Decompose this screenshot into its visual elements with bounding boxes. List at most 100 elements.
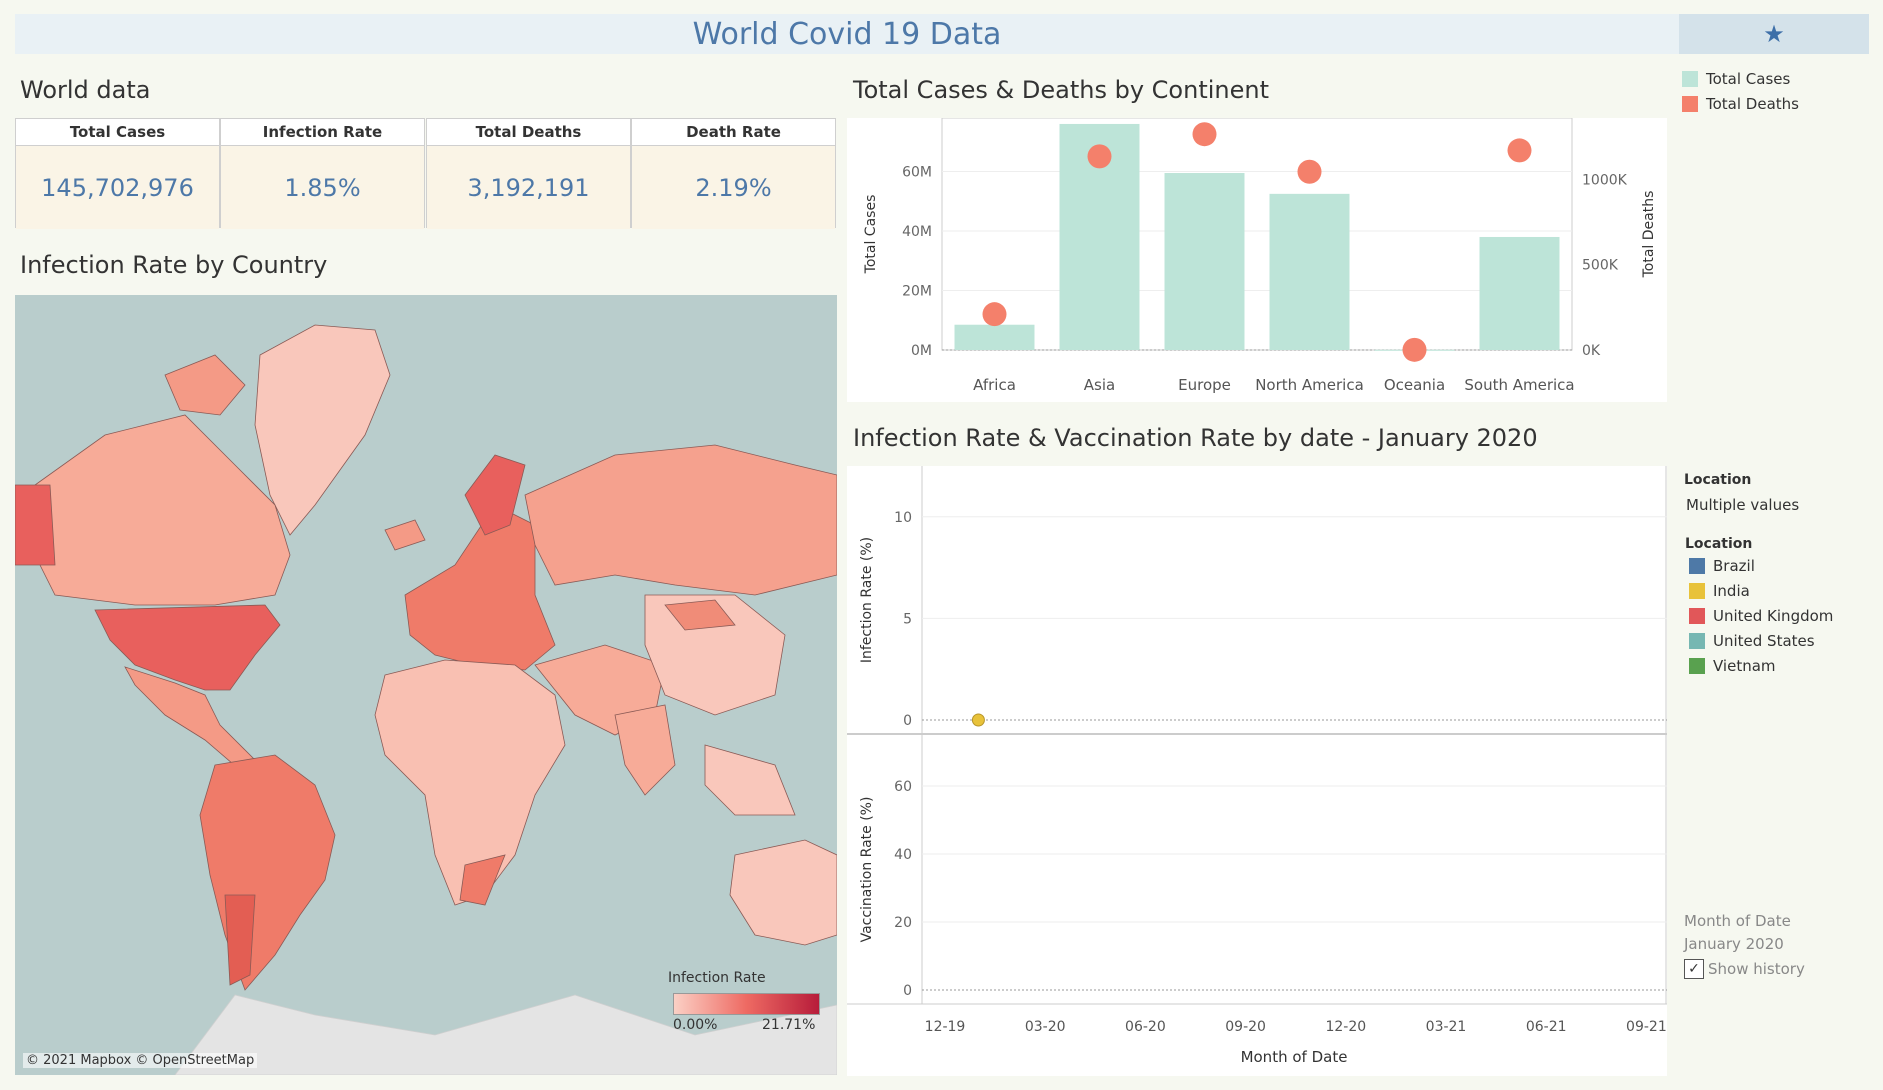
y-tick-label: 60 <box>894 779 912 795</box>
legend-label: Brazil <box>1713 556 1755 575</box>
kpi-label: Infection Rate <box>221 119 424 146</box>
legend-swatch <box>1689 607 1705 624</box>
world-map-svg <box>15 324 837 1075</box>
continent-chart[interactable]: 0M 20M 40M 60M 0K 500K 1000K Total Cases Total D… <box>847 117 1667 402</box>
kpi-label: Death Rate <box>632 119 835 146</box>
legend-item-total-cases[interactable]: Total Cases <box>1682 66 1799 91</box>
kpi-total-deaths: Total Deaths 3,192,191 <box>426 118 631 229</box>
kpi-value: 2.19% <box>632 146 835 229</box>
africa-shape <box>374 659 566 906</box>
legend-swatch <box>1689 657 1705 674</box>
rate-chart-title: Infection Rate & Vaccination Rate by dat… <box>853 424 1538 452</box>
dot-total-deaths <box>1087 144 1112 169</box>
y-tick-label: 20 <box>894 915 912 931</box>
y-axis-label: Total Cases <box>863 195 879 275</box>
kpi-total-cases: Total Cases 145,702,976 <box>15 118 220 229</box>
legend-item-total-deaths[interactable]: Total Deaths <box>1682 91 1799 116</box>
map-attribution[interactable]: © 2021 Mapbox © OpenStreetMap <box>23 1053 258 1068</box>
y-right-tick-label: 0K <box>1582 343 1601 359</box>
date-control-label: Month of Date <box>1684 912 1791 930</box>
bar-total-cases <box>1269 193 1350 350</box>
star-icon: ★ <box>1763 20 1785 48</box>
infection-rate-map[interactable]: © 2021 Mapbox © OpenStreetMap Infection … <box>15 295 837 1075</box>
antarctica-shape <box>174 994 837 1075</box>
show-history-toggle[interactable]: ✓ Show history <box>1684 959 1805 979</box>
y-right-tick-label: 1000K <box>1582 172 1628 188</box>
rate-chart-svg: 0 5 10 Infection Rate (%) 0 20 40 60 Vaccination… <box>847 466 1667 1066</box>
australia-shape <box>729 839 837 946</box>
x-tick-label: Africa <box>973 376 1016 394</box>
iceland-shape <box>384 519 426 551</box>
argentina-shape <box>224 894 256 986</box>
dot-total-deaths <box>1192 122 1217 147</box>
x-tick-label: 12-20 <box>1325 1019 1366 1035</box>
dashboard-title: World Covid 19 Data <box>692 16 1002 52</box>
legend-item-brazil[interactable]: Brazil <box>1689 553 1833 578</box>
y-tick-label: 40M <box>902 224 932 240</box>
legend-item-united-kingdom[interactable]: United Kingdom <box>1689 603 1833 628</box>
point-india <box>971 713 985 727</box>
arctic-islands-shape <box>164 354 246 416</box>
x-tick-label: 06-21 <box>1526 1019 1567 1035</box>
location-filter-value[interactable]: Multiple values <box>1686 496 1800 514</box>
bar-total-cases <box>954 324 1035 350</box>
legend-item-vietnam[interactable]: Vietnam <box>1689 653 1833 678</box>
legend-label: India <box>1713 581 1750 600</box>
india-shape <box>614 704 676 796</box>
kpi-death-rate: Death Rate 2.19% <box>631 118 836 229</box>
south-america-shape <box>199 754 336 991</box>
x-tick-label: South America <box>1464 376 1574 394</box>
x-tick-label: 06-20 <box>1125 1019 1166 1035</box>
legend-item-india[interactable]: India <box>1689 578 1833 603</box>
usa-shape <box>94 604 281 691</box>
legend-label: United States <box>1713 631 1815 650</box>
kpi-value: 1.85% <box>221 146 424 229</box>
x-axis-label: Month of Date <box>1241 1048 1348 1066</box>
kpi-label: Total Deaths <box>427 119 630 146</box>
location-filter-title: Location <box>1684 472 1752 488</box>
dot-total-deaths <box>1402 337 1427 362</box>
legend-swatch <box>1689 582 1705 599</box>
cases-deaths-legend: Total Cases Total Deaths <box>1682 66 1799 116</box>
china-shape <box>644 594 786 716</box>
map-legend-title: Infection Rate <box>668 970 766 986</box>
favorite-button[interactable]: ★ <box>1679 14 1869 54</box>
legend-swatch <box>1682 70 1698 87</box>
dot-total-deaths <box>1507 138 1532 163</box>
dashboard-title-bar: World Covid 19 Data <box>15 14 1679 54</box>
legend-label: Total Deaths <box>1706 94 1799 113</box>
legend-label: United Kingdom <box>1713 606 1834 625</box>
map-title: Infection Rate by Country <box>20 251 328 279</box>
mongolia-shape <box>664 599 736 631</box>
y-tick-label: 10 <box>894 510 912 526</box>
rate-chart[interactable]: 0 5 10 Infection Rate (%) 0 20 40 60 Vaccination… <box>847 466 1667 1076</box>
dot-total-deaths <box>1297 159 1322 184</box>
show-history-label: Show history <box>1708 960 1805 978</box>
map-legend-min: 0.00% <box>673 1017 718 1033</box>
checkbox-check-icon[interactable]: ✓ <box>1684 959 1704 979</box>
plot-area <box>941 117 1573 351</box>
y-right-axis-label: Total Deaths <box>1641 191 1657 279</box>
bar-total-cases <box>1479 236 1560 350</box>
legend-swatch <box>1682 95 1698 112</box>
continent-chart-title: Total Cases & Deaths by Continent <box>853 76 1269 104</box>
x-tick-label: North America <box>1255 376 1364 394</box>
y-tick-label: 60M <box>902 165 932 181</box>
canada-shape <box>34 414 291 606</box>
date-control-value[interactable]: January 2020 <box>1684 935 1784 953</box>
continent-chart-svg: 0M 20M 40M 60M 0K 500K 1000K Total Cases Total D… <box>863 117 1657 394</box>
y-axis-label: Vaccination Rate (%) <box>859 797 875 943</box>
x-tick-label: 03-21 <box>1426 1019 1467 1035</box>
bar-total-cases <box>1164 173 1245 350</box>
map-legend-max: 21.71% <box>762 1017 816 1033</box>
kpi-value: 145,702,976 <box>16 146 219 229</box>
greenland-shape <box>254 324 391 536</box>
kpi-infection-rate: Infection Rate 1.85% <box>220 118 425 229</box>
world-data-title: World data <box>20 76 151 104</box>
legend-label: Vietnam <box>1713 656 1776 675</box>
y-tick-label: 0 <box>903 983 912 999</box>
legend-swatch <box>1689 557 1705 574</box>
legend-item-united-states[interactable]: United States <box>1689 628 1833 653</box>
y-tick-label: 40 <box>894 847 912 863</box>
location-legend-title: Location <box>1685 536 1753 552</box>
